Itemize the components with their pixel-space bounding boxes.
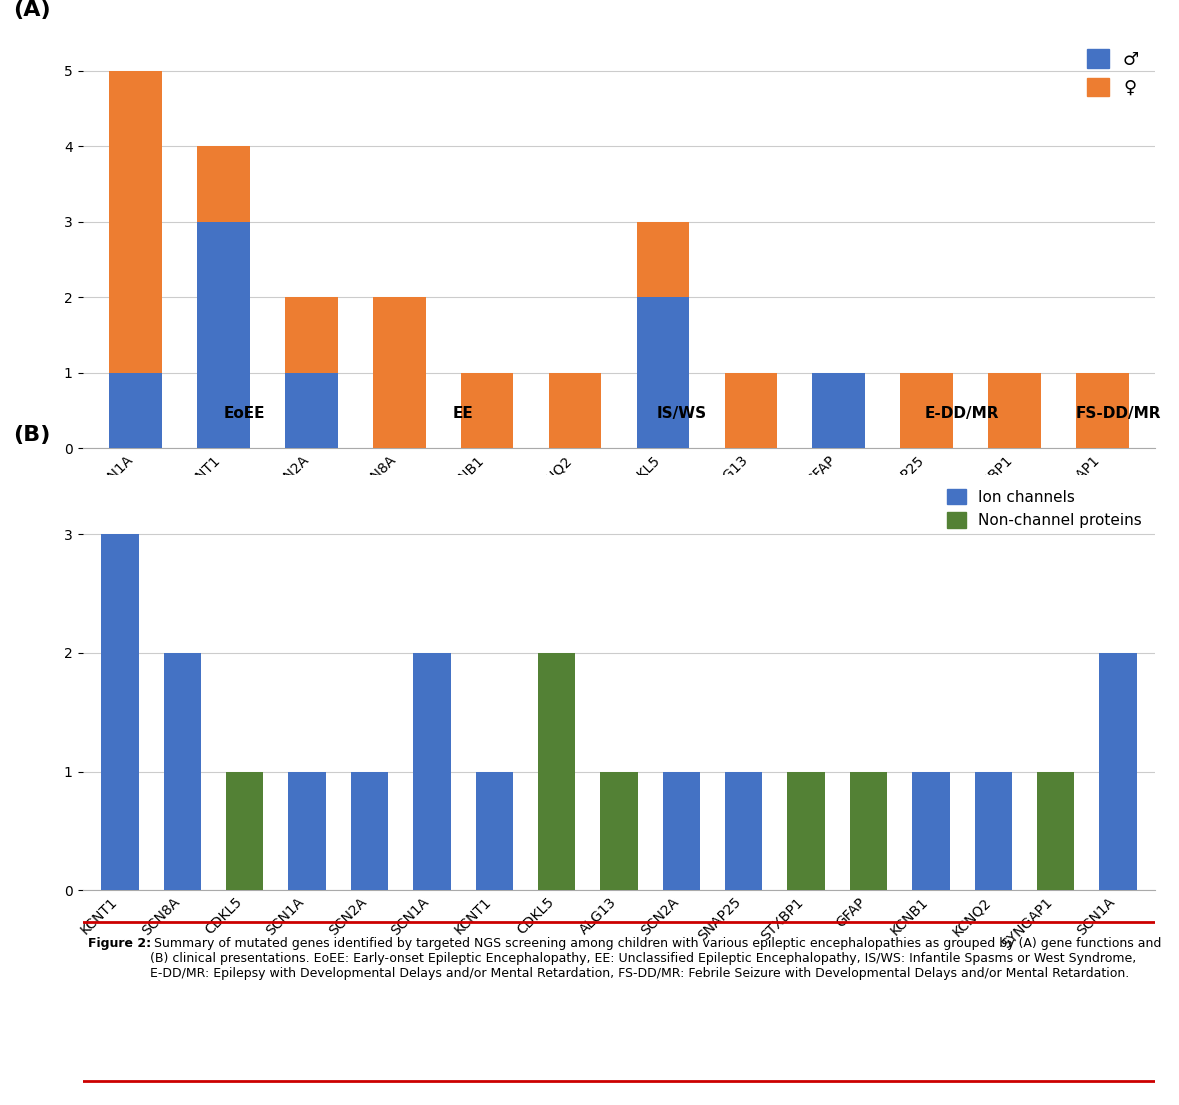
Text: Ion channels: Ion channels (296, 607, 414, 624)
Bar (413, 653, 450, 891)
Bar (461, 372, 513, 449)
Bar (164, 653, 202, 891)
Bar (548, 372, 601, 449)
Legend: ♂, ♀: ♂, ♀ (1080, 42, 1146, 104)
Bar (1036, 771, 1074, 891)
Bar (108, 71, 162, 372)
Text: Figure 2:: Figure 2: (88, 937, 151, 949)
Text: EE: EE (453, 406, 474, 421)
Bar (285, 297, 337, 372)
Bar (101, 535, 139, 891)
Text: (B): (B) (13, 425, 51, 445)
Bar (108, 372, 162, 449)
Bar (975, 771, 1012, 891)
Bar (373, 297, 426, 449)
Text: Non-channel proteins: Non-channel proteins (782, 607, 983, 624)
Text: E-DD/MR: E-DD/MR (924, 406, 1000, 421)
Bar (289, 771, 325, 891)
Bar (285, 372, 337, 449)
Legend: Ion channels, Non-channel proteins: Ion channels, Non-channel proteins (941, 483, 1148, 535)
Text: IS/WS: IS/WS (657, 406, 706, 421)
Bar (637, 222, 690, 297)
Bar (1099, 653, 1137, 891)
Bar (812, 372, 865, 449)
Bar (475, 771, 513, 891)
Text: EoEE: EoEE (224, 406, 265, 421)
Bar (197, 222, 250, 449)
Bar (850, 771, 887, 891)
Text: (A): (A) (13, 0, 51, 20)
Bar (725, 372, 777, 449)
Text: FS-DD/MR: FS-DD/MR (1075, 406, 1161, 421)
Bar (226, 771, 263, 891)
Bar (663, 771, 700, 891)
Bar (637, 297, 690, 449)
Bar (788, 771, 825, 891)
Bar (600, 771, 638, 891)
Bar (901, 372, 953, 449)
Bar (913, 771, 949, 891)
Text: Summary of mutated genes identified by targeted NGS screening among children wit: Summary of mutated genes identified by t… (150, 937, 1161, 980)
Bar (197, 146, 250, 222)
Bar (1076, 372, 1129, 449)
Bar (725, 771, 763, 891)
Bar (351, 771, 388, 891)
Bar (538, 653, 575, 891)
Bar (988, 372, 1041, 449)
